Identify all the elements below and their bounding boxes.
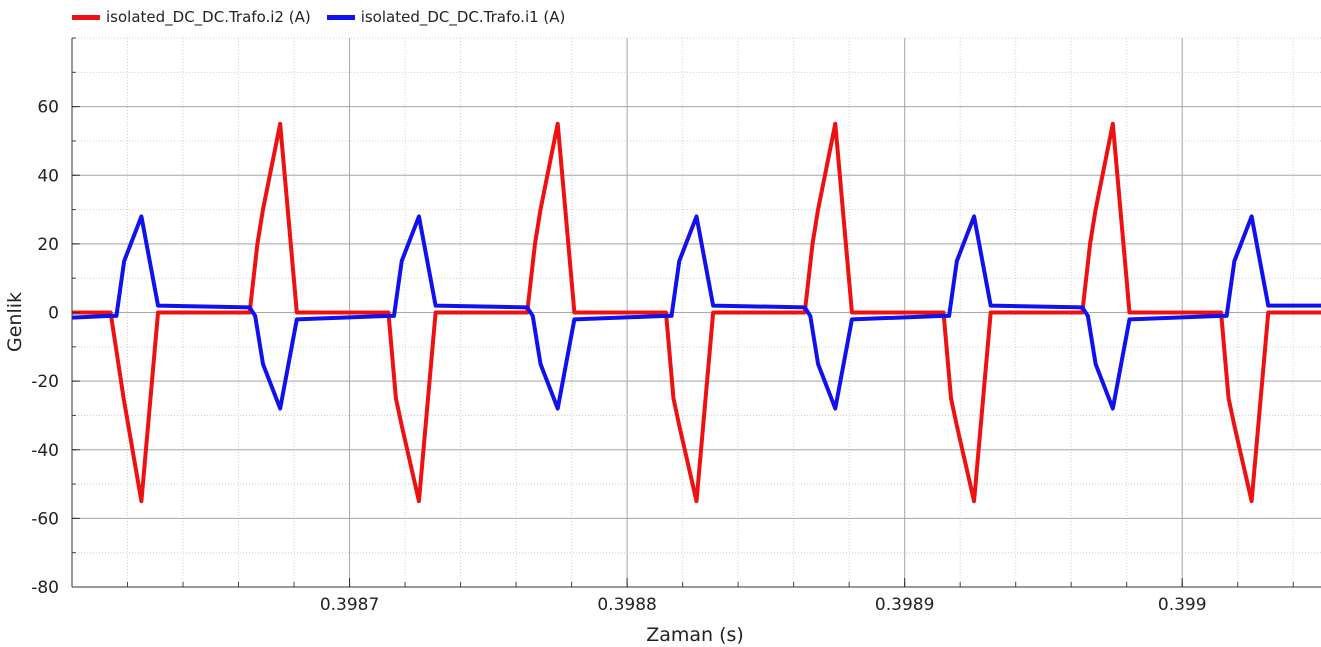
- legend-swatch-i1: [326, 14, 355, 20]
- legend-item-i2[interactable]: isolated_DC_DC.Trafo.i2 (A): [72, 8, 311, 26]
- y-tick-label: 20: [37, 235, 59, 255]
- y-tick-label: -60: [31, 509, 59, 529]
- y-tick-label: -80: [31, 578, 59, 598]
- y-tick-label: 0: [48, 304, 59, 324]
- legend-item-i1[interactable]: isolated_DC_DC.Trafo.i1 (A): [326, 8, 566, 26]
- y-tick-label: -40: [31, 441, 59, 461]
- legend: isolated_DC_DC.Trafo.i2 (A) isolated_DC_…: [72, 7, 581, 27]
- series-line-i1: [71, 214, 1321, 411]
- y-tick-label: -20: [31, 372, 59, 392]
- legend-label-i2: isolated_DC_DC.Trafo.i2 (A): [106, 8, 311, 26]
- series-layer: [71, 121, 1321, 504]
- x-tick-label: 0.3987: [320, 595, 379, 615]
- y-axis-label: Genlik: [4, 292, 26, 352]
- axes: 0.3987 0.3988 0.3989 0.399 -80 -60 -40 -20 0 20 40…: [31, 37, 1321, 615]
- legend-swatch-i2: [72, 14, 100, 20]
- y-tick-label: 60: [37, 98, 59, 118]
- y-tick-label: 40: [37, 166, 59, 186]
- series-line-i2: [72, 121, 1321, 504]
- x-tick-label: 0.3988: [597, 595, 656, 615]
- x-axis-label: Zaman (s): [646, 624, 744, 646]
- x-tick-label: 0.399: [1158, 595, 1207, 615]
- x-tick-label: 0.3989: [875, 595, 934, 615]
- legend-label-i1: isolated_DC_DC.Trafo.i1 (A): [360, 8, 566, 26]
